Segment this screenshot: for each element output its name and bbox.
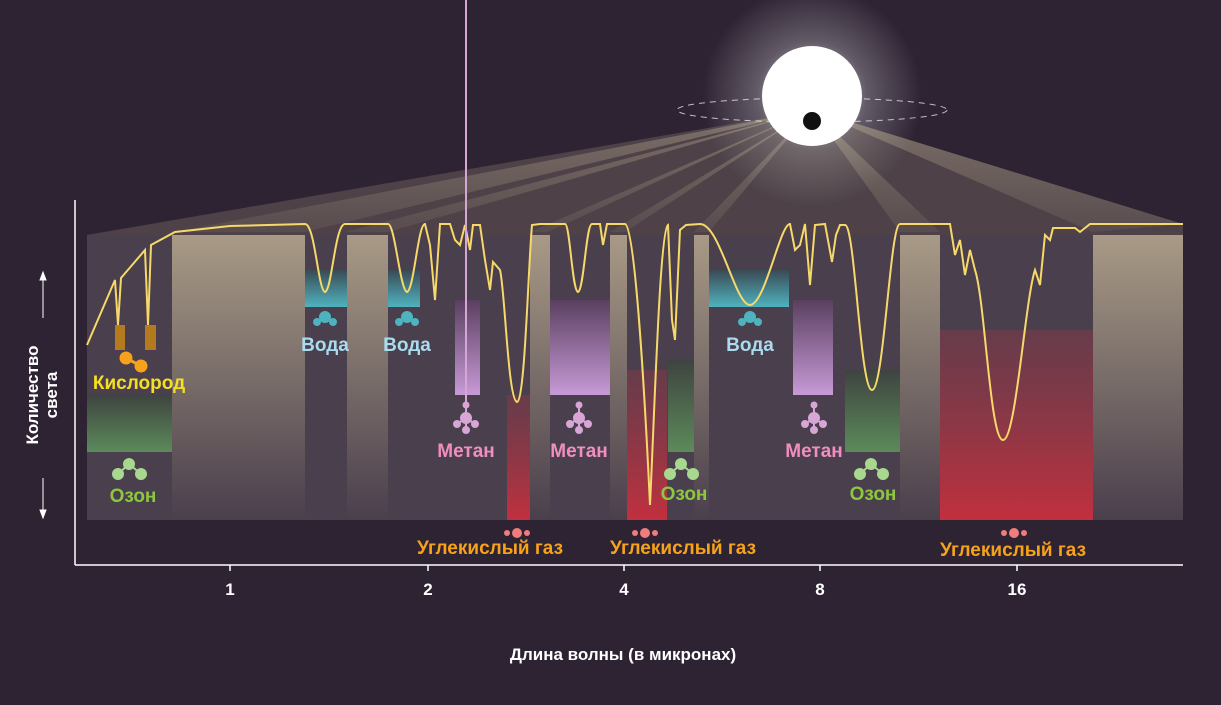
oxygen-label: Кислород — [92, 373, 186, 394]
water-molecule-icon — [313, 311, 337, 326]
ozone-band — [668, 360, 694, 452]
y-axis-title-line: света — [42, 371, 61, 419]
methane-band — [550, 300, 610, 395]
x-tick-label: 1 — [225, 580, 235, 599]
water-label: Вода — [726, 335, 774, 356]
planet — [803, 112, 821, 130]
light-beam — [87, 110, 1183, 235]
co2-molecule-icon — [504, 528, 530, 538]
co2-label: Углекислый газ — [416, 538, 564, 559]
co2-molecule-icon — [632, 528, 658, 538]
methane-label: Метан — [437, 441, 495, 462]
co2-label: Углекислый газ — [939, 540, 1087, 561]
x-tick-label: 2 — [423, 580, 433, 599]
y-axis-arrow-icon — [39, 270, 47, 520]
ozone-label: Озон — [849, 484, 897, 505]
x-axis-ticks — [229, 565, 1018, 571]
ozone-band — [845, 370, 900, 452]
water-band — [709, 270, 789, 307]
water-molecule-icon — [395, 311, 419, 326]
water-band — [305, 270, 347, 307]
x-axis-title: Длина волны (в микронах) — [509, 645, 737, 664]
methane-label: Метан — [785, 441, 843, 462]
y-axis-title: Количество света — [23, 345, 61, 444]
co2-label: Углекислый газ — [609, 538, 757, 559]
x-tick-label: 16 — [1007, 580, 1027, 599]
methane-band — [793, 300, 833, 395]
x-tick-label: 8 — [815, 580, 825, 599]
water-label: Вода — [301, 335, 349, 356]
ozone-molecule-icon — [112, 458, 147, 480]
oxygen-molecule-icon — [119, 351, 148, 373]
ozone-molecule-icon — [664, 458, 699, 480]
water-label: Вода — [383, 335, 431, 356]
co2-band — [507, 395, 530, 520]
co2-band — [940, 330, 1093, 520]
oxygen-band — [145, 325, 156, 350]
water-molecule-icon — [738, 311, 762, 326]
ozone-label: Озон — [660, 484, 708, 505]
light-rays — [175, 110, 1183, 232]
oxygen-band — [115, 325, 125, 350]
ozone-band — [87, 395, 172, 452]
ozone-molecule-icon — [854, 458, 889, 480]
methane-label: Метан — [550, 441, 608, 462]
star — [762, 46, 862, 146]
x-tick-label: 4 — [619, 580, 629, 599]
methane-molecule-icon — [453, 0, 479, 434]
transparent-windows — [172, 235, 1183, 520]
ozone-label: Озон — [109, 486, 157, 507]
methane-band — [455, 300, 480, 395]
spectrum-line — [86, 222, 1183, 506]
methane-molecule-icon — [566, 401, 592, 434]
co2-molecule-icon — [1001, 528, 1027, 538]
methane-molecule-icon — [801, 401, 827, 434]
y-axis-title-line: Количество — [23, 345, 42, 445]
